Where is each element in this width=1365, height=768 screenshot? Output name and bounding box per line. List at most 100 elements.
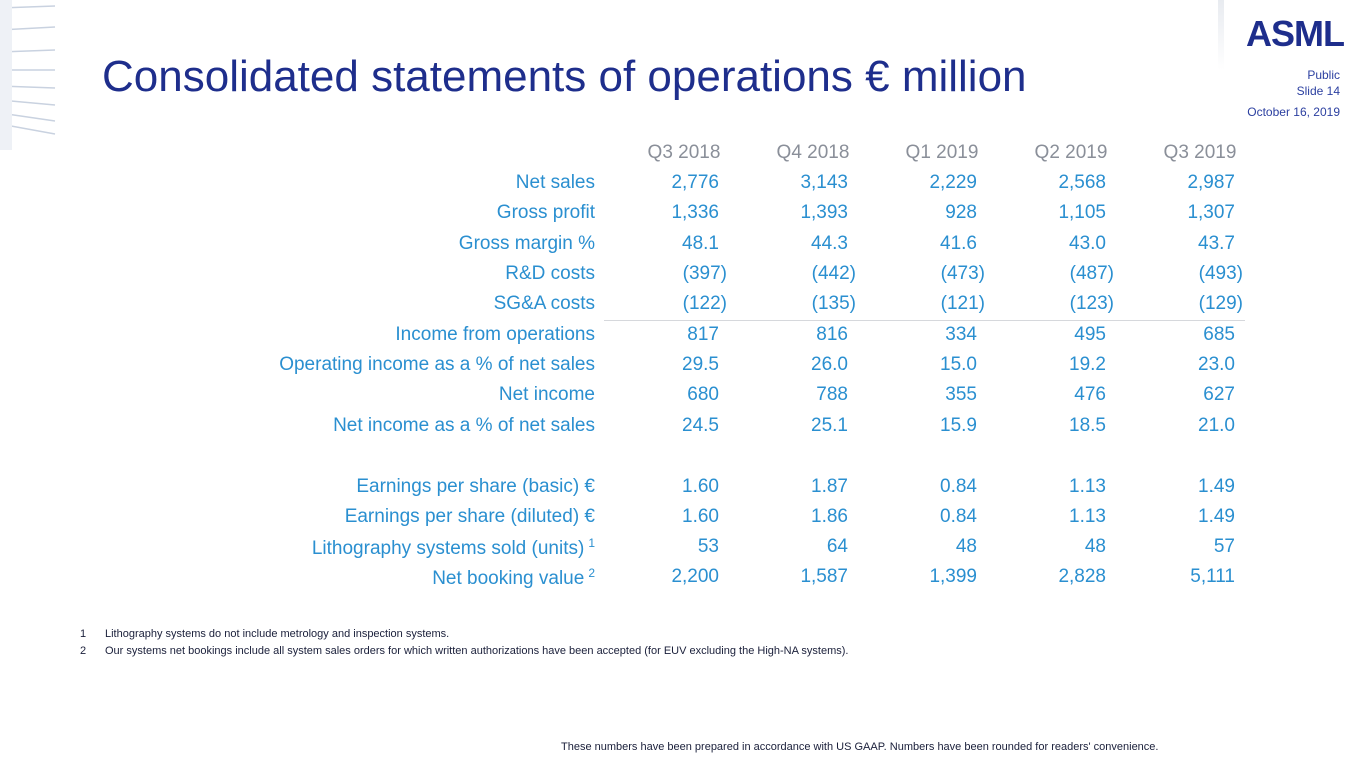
table-cell: 26.0 <box>811 354 848 375</box>
row-label: SG&A costs <box>494 293 595 315</box>
svg-text:ASML: ASML <box>1246 14 1344 54</box>
row-label-text: R&D costs <box>505 263 595 284</box>
table-cell: 476 <box>1074 384 1106 405</box>
table-cell: 2,200 <box>671 566 719 587</box>
row-label: Earnings per share (diluted) € <box>345 506 595 528</box>
row-label: R&D costs <box>505 263 595 285</box>
column-header: Q3 2018 <box>647 142 721 163</box>
table-cell: 1.13 <box>1069 476 1106 497</box>
row-label: Net sales <box>516 172 595 194</box>
table-cell: 43.0 <box>1069 233 1106 254</box>
table-cell: 25.1 <box>811 415 848 436</box>
table-cell: 3,143 <box>800 172 848 193</box>
table-cell: (123) <box>1069 293 1114 314</box>
page-title: Consolidated statements of operations € … <box>102 52 1027 101</box>
table-cell: 44.3 <box>811 233 848 254</box>
row-label-text: Net booking value <box>432 568 585 589</box>
table-cell: 2,987 <box>1187 172 1235 193</box>
column-header: Q3 2019 <box>1163 142 1237 163</box>
table-cell: 18.5 <box>1069 415 1106 436</box>
table-cell: 1,399 <box>929 566 977 587</box>
table-cell: 57 <box>1213 536 1235 557</box>
table-cell: 355 <box>945 384 977 405</box>
table-cell: 2,229 <box>929 172 977 193</box>
corner-decoration <box>0 0 56 150</box>
table-cell: 0.84 <box>940 506 977 527</box>
table-cell: (487) <box>1069 263 1114 284</box>
gaap-disclaimer: These numbers have been prepared in acco… <box>561 741 1159 753</box>
asml-logo: ASML <box>1246 14 1345 54</box>
table-cell: 1.49 <box>1198 476 1235 497</box>
table-cell: 495 <box>1074 324 1106 345</box>
table-cell: 5,111 <box>1190 566 1235 587</box>
table-cell: 1.87 <box>811 476 848 497</box>
footnote-number: 2 <box>80 645 87 657</box>
table-cell: 1.60 <box>682 506 719 527</box>
footnote-number: 1 <box>80 628 87 640</box>
column-header: Q2 2019 <box>1034 142 1108 163</box>
row-label: Net income as a % of net sales <box>333 415 595 437</box>
table-cell: 1,393 <box>800 202 848 223</box>
row-label: Earnings per share (basic) € <box>356 476 595 498</box>
table-cell: (135) <box>811 293 856 314</box>
table-cell: 2,776 <box>671 172 719 193</box>
table-cell: 334 <box>945 324 977 345</box>
row-label-text: Earnings per share (diluted) € <box>344 506 595 527</box>
table-cell: 48 <box>1084 536 1106 557</box>
table-cell: 29.5 <box>682 354 719 375</box>
table-cell: 1.86 <box>811 506 848 527</box>
row-label-text: Net income <box>498 384 595 405</box>
table-cell: (473) <box>940 263 985 284</box>
table-cell: (397) <box>682 263 727 284</box>
table-cell: 1.60 <box>682 476 719 497</box>
table-cell: 817 <box>687 324 719 345</box>
row-label-text: Net income as a % of net sales <box>333 415 595 436</box>
row-label: Lithography systems sold (units) 1 <box>312 536 595 560</box>
row-label: Income from operations <box>395 324 595 346</box>
table-divider <box>604 320 1245 321</box>
table-cell: 1,105 <box>1058 202 1106 223</box>
table-cell: 19.2 <box>1069 354 1106 375</box>
table-cell: 928 <box>945 202 977 223</box>
logo-divider <box>1218 0 1224 70</box>
table-cell: (122) <box>682 293 727 314</box>
row-label-text: Gross profit <box>496 202 595 223</box>
table-cell: 685 <box>1203 324 1235 345</box>
table-cell: 1.49 <box>1198 506 1235 527</box>
column-header: Q4 2018 <box>776 142 850 163</box>
table-cell: 680 <box>687 384 719 405</box>
row-label: Operating income as a % of net sales <box>279 354 595 376</box>
table-cell: 43.7 <box>1198 233 1235 254</box>
table-cell: 1,307 <box>1187 202 1235 223</box>
table-cell: 23.0 <box>1198 354 1235 375</box>
table-cell: 816 <box>816 324 848 345</box>
table-cell: 1,587 <box>800 566 848 587</box>
table-cell: (442) <box>811 263 856 284</box>
row-label-text: Net sales <box>515 172 595 193</box>
row-label: Net booking value 2 <box>432 566 595 590</box>
table-cell: 48.1 <box>682 233 719 254</box>
table-cell: 24.5 <box>682 415 719 436</box>
table-cell: 0.84 <box>940 476 977 497</box>
table-cell: 48 <box>955 536 977 557</box>
row-label-text: Lithography systems sold (units) <box>311 538 585 559</box>
table-cell: 2,828 <box>1058 566 1106 587</box>
slide-number: Slide 14 <box>1296 84 1340 98</box>
classification-label: Public <box>1307 68 1340 82</box>
row-label: Gross profit <box>497 202 595 224</box>
table-cell: 627 <box>1203 384 1235 405</box>
table-cell: (493) <box>1198 263 1243 284</box>
table-cell: 1.13 <box>1069 506 1106 527</box>
table-cell: 64 <box>826 536 848 557</box>
footnote-text: Our systems net bookings include all sys… <box>105 645 849 657</box>
table-cell: 15.0 <box>940 354 977 375</box>
table-cell: 41.6 <box>940 233 977 254</box>
row-label-text: Income from operations <box>395 324 595 345</box>
row-label: Gross margin % <box>459 233 595 255</box>
table-cell: (121) <box>940 293 985 314</box>
table-cell: 21.0 <box>1198 415 1235 436</box>
row-label-text: Operating income as a % of net sales <box>279 354 595 375</box>
table-cell: (129) <box>1198 293 1243 314</box>
column-header: Q1 2019 <box>905 142 979 163</box>
table-cell: 2,568 <box>1058 172 1106 193</box>
